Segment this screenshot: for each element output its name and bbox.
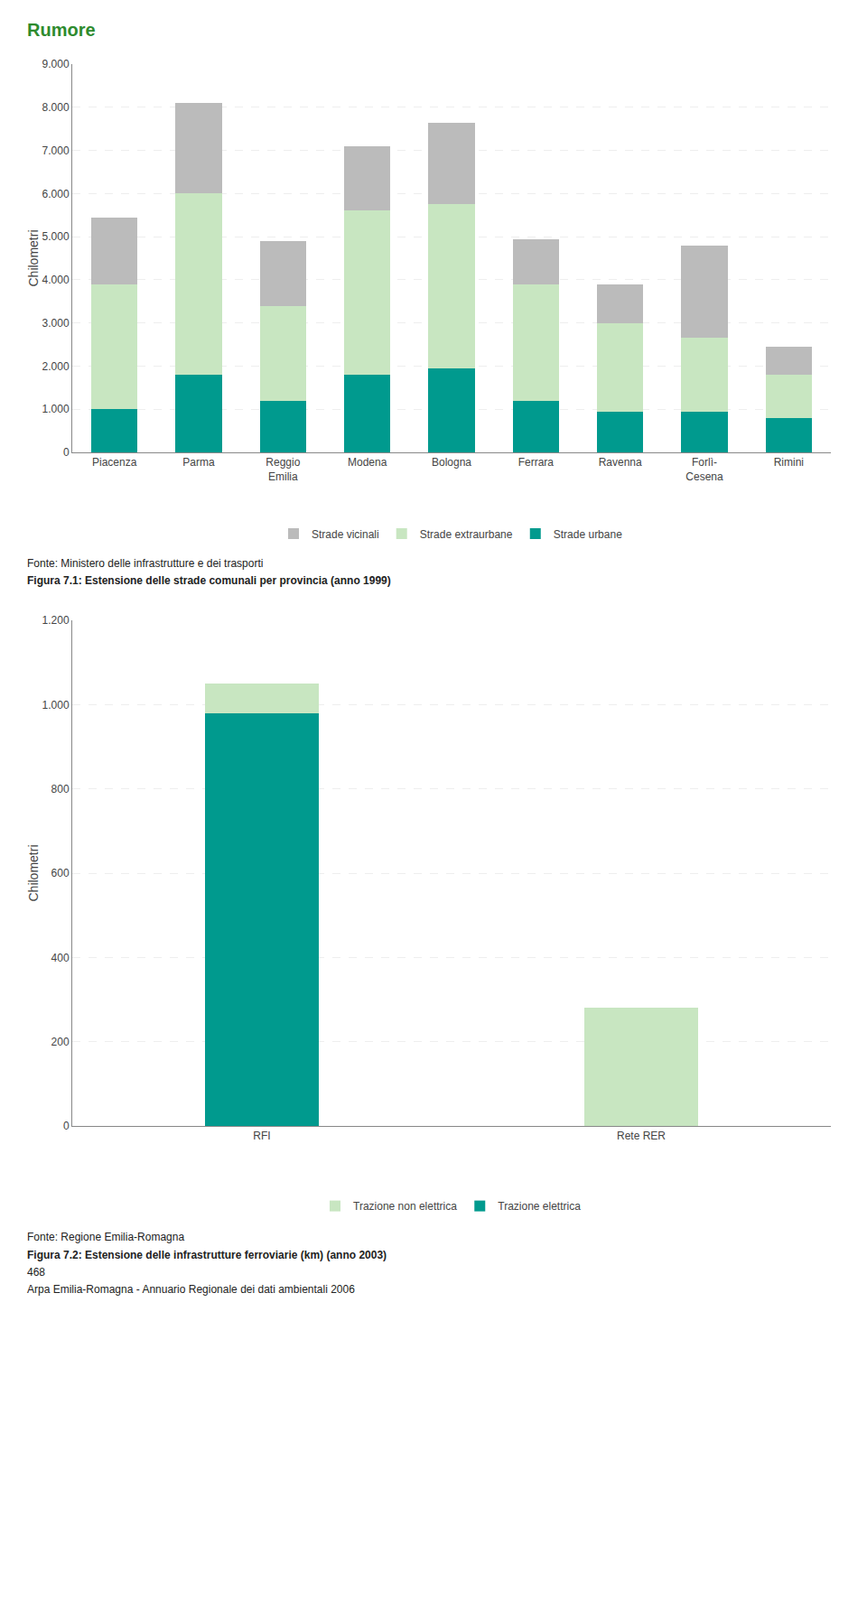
svg-text:7.000: 7.000	[42, 144, 70, 158]
svg-text:5.000: 5.000	[42, 230, 70, 243]
svg-text:Modena: Modena	[347, 456, 388, 469]
svg-text:RFI: RFI	[252, 1130, 271, 1144]
svg-text:1.000: 1.000	[42, 699, 70, 712]
svg-text:1.000: 1.000	[42, 402, 70, 416]
svg-text:Strade extraurbane: Strade extraurbane	[419, 528, 513, 541]
svg-text:Rimini: Rimini	[773, 456, 804, 469]
svg-text:200: 200	[51, 1035, 70, 1049]
svg-text:3.000: 3.000	[42, 316, 70, 330]
svg-text:Trazione non elettrica: Trazione non elettrica	[353, 1201, 457, 1214]
svg-text:0: 0	[63, 1120, 70, 1134]
svg-text:Strade vicinali: Strade vicinali	[311, 528, 380, 541]
html-text:Fonte: Regione Emilia-Romagna: Fonte: Regione Emilia-Romagna	[27, 1231, 185, 1244]
svg-text:8.000: 8.000	[42, 101, 70, 114]
svg-text:4.000: 4.000	[42, 273, 70, 287]
svg-text:Ravenna: Ravenna	[598, 456, 643, 469]
svg-text:0: 0	[63, 446, 70, 459]
svg-text:Piacenza: Piacenza	[92, 456, 138, 469]
svg-text:Chilometri: Chilometri	[26, 229, 41, 287]
html-text:Rumore: Rumore	[27, 19, 96, 40]
html-text:468: 468	[27, 1266, 46, 1279]
svg-text:Parma: Parma	[182, 456, 215, 469]
svg-text:Rete RER: Rete RER	[616, 1130, 666, 1144]
svg-text:Forlì-Cesena: Forlì-Cesena	[685, 456, 724, 484]
svg-text:Chilometri: Chilometri	[26, 845, 41, 903]
svg-text:600: 600	[51, 867, 70, 881]
html-text:Arpa Emilia-Romagna - Annuario: Arpa Emilia-Romagna - Annuario Regionale…	[27, 1283, 355, 1296]
svg-text:6.000: 6.000	[42, 187, 70, 201]
svg-text:Trazione elettrica: Trazione elettrica	[497, 1201, 581, 1214]
svg-text:1.200: 1.200	[42, 615, 70, 628]
svg-text:Ferrara: Ferrara	[518, 456, 555, 469]
svg-text:Strade urbane: Strade urbane	[553, 528, 623, 541]
svg-text:Bologna: Bologna	[431, 456, 472, 469]
html-text:Figura 7.1: Estensione delle s: Figura 7.1: Estensione delle strade comu…	[27, 574, 391, 588]
svg-text:400: 400	[51, 951, 70, 965]
svg-text:9.000: 9.000	[42, 57, 70, 71]
svg-text:ReggioEmilia: ReggioEmilia	[265, 456, 300, 484]
html-text:Figura 7.2: Estensione delle i: Figura 7.2: Estensione delle infrastrutt…	[27, 1248, 387, 1262]
svg-text:2.000: 2.000	[42, 360, 70, 373]
html-text:Fonte: Ministero delle infrast: Fonte: Ministero delle infrastrutture e …	[27, 557, 264, 570]
svg-text:800: 800	[51, 783, 70, 796]
